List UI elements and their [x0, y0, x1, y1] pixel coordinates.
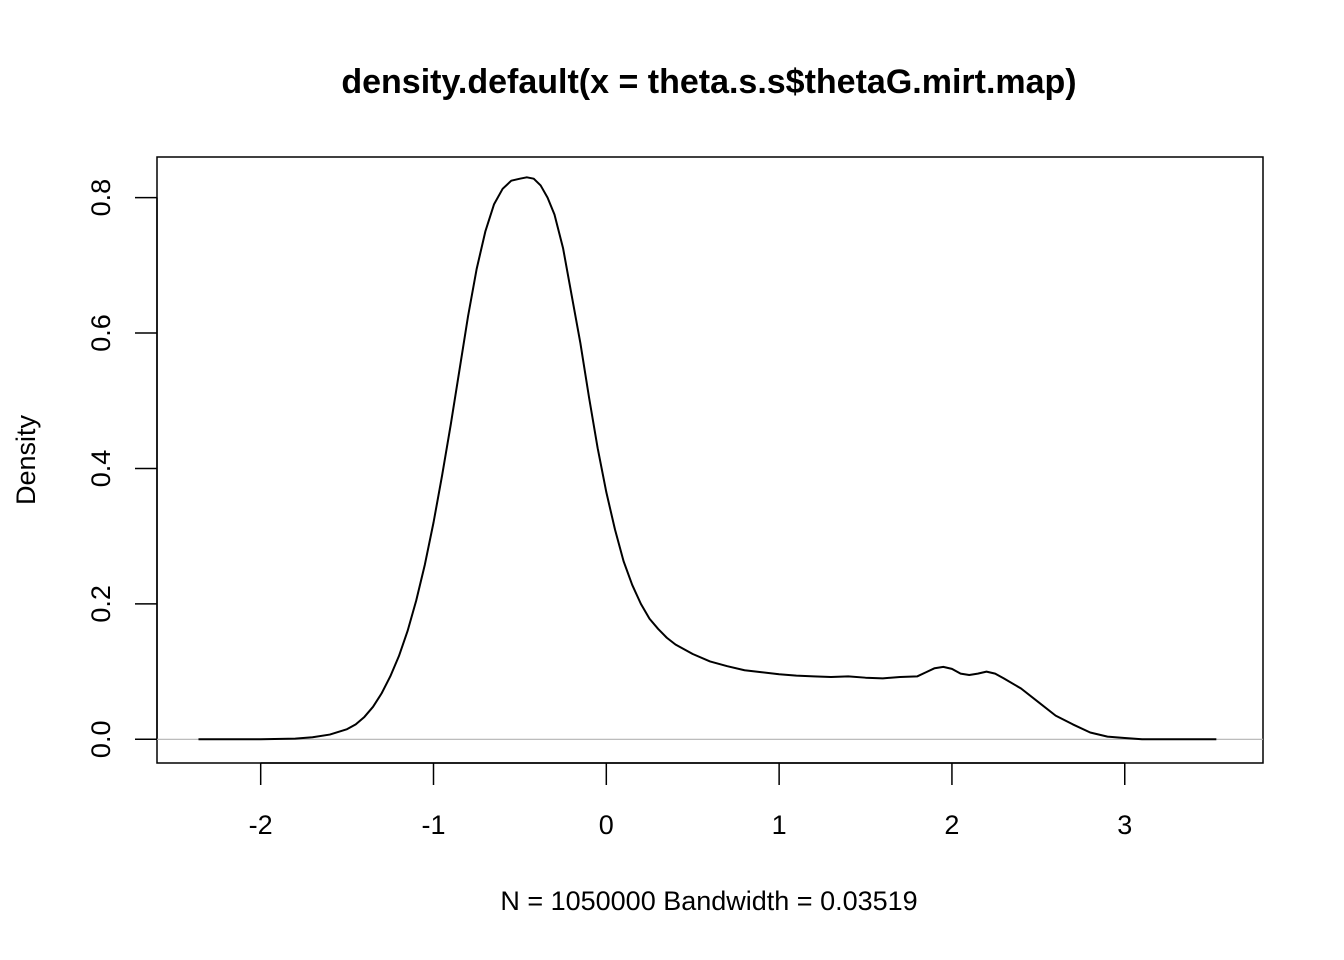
- x-tick-label: -2: [249, 810, 273, 840]
- x-tick-label: 1: [772, 810, 787, 840]
- y-axis-label: Density: [11, 414, 41, 505]
- x-axis-label: N = 1050000 Bandwidth = 0.03519: [500, 886, 917, 916]
- density-curve: [198, 176, 1217, 741]
- axes-group: -2 -1 0 1 2 3 0.0 0.2 0.4 0.6 0.8: [86, 179, 1132, 840]
- y-tick-label: 0.6: [86, 314, 116, 352]
- x-tick-label: -1: [421, 810, 445, 840]
- x-tick-label: 3: [1117, 810, 1132, 840]
- chart-title: density.default(x = theta.s.s$thetaG.mir…: [341, 63, 1076, 101]
- y-tick-label: 0.8: [86, 179, 116, 217]
- plot-frame: [156, 156, 1264, 764]
- x-tick-label: 2: [944, 810, 959, 840]
- y-tick-label: 0.4: [86, 450, 116, 488]
- x-tick-label: 0: [599, 810, 614, 840]
- y-tick-label: 0.0: [86, 721, 116, 759]
- y-tick-label: 0.2: [86, 585, 116, 623]
